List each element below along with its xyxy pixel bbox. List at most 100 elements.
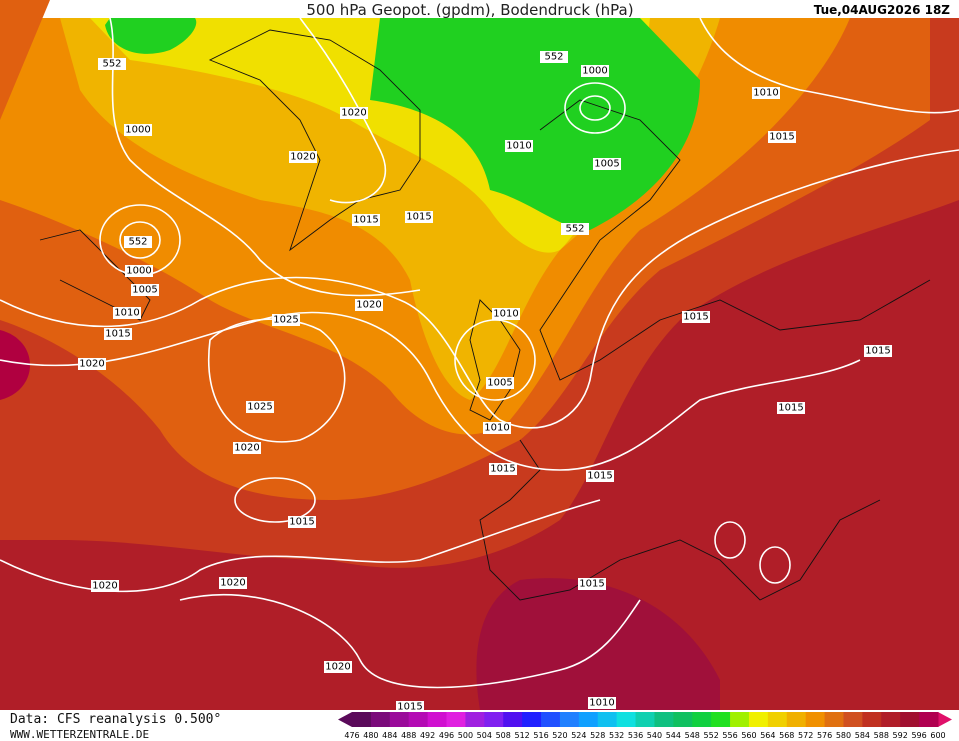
colorbar-cell xyxy=(616,712,637,727)
colorbar-label: 592 xyxy=(893,731,908,740)
colorbar-cell xyxy=(427,712,448,727)
label-box xyxy=(489,463,517,475)
colorbar-cell xyxy=(503,712,523,727)
colorbar-cell xyxy=(900,712,920,727)
isobar-label: 552 xyxy=(102,59,121,70)
colorbar-cell xyxy=(465,712,485,727)
colorbar-cell xyxy=(805,712,826,727)
colorbar-cell xyxy=(692,712,712,727)
colorbar-cell xyxy=(522,712,542,727)
map-title: 500 hPa Geopot. (gpdm), Bodendruck (hPa) xyxy=(306,1,633,19)
label-box xyxy=(289,151,317,163)
label-box xyxy=(355,299,383,311)
colorbar-cell xyxy=(711,712,731,727)
colorbar-label: 544 xyxy=(666,731,681,740)
colorbar-cell xyxy=(578,712,599,727)
label-box xyxy=(125,265,153,277)
colorbar-cell xyxy=(862,712,882,727)
isobar-label: 1015 xyxy=(587,471,612,482)
isobar-label: 1010 xyxy=(114,308,139,319)
isobar-label: 1010 xyxy=(753,88,778,99)
colorbar-label: 540 xyxy=(647,731,662,740)
isobars xyxy=(0,17,959,689)
isobar-label: 1015 xyxy=(769,132,794,143)
colorbar-label: 488 xyxy=(401,731,416,740)
colorbar-label: 556 xyxy=(722,731,737,740)
colorbar-label: 508 xyxy=(496,731,511,740)
map-field xyxy=(0,0,959,710)
label-box xyxy=(272,314,300,326)
colorbar-label: 576 xyxy=(817,731,832,740)
label-box xyxy=(492,308,520,320)
colorbar-label: 568 xyxy=(779,731,794,740)
colorbar: 476 480 484 488 492 496 500 504 508 512 516 520 524 5… xyxy=(338,712,952,740)
isobar-label: 1015 xyxy=(105,329,130,340)
colorbar-cell xyxy=(541,712,561,727)
colorbar-label: 528 xyxy=(590,731,605,740)
isobar-label: 552 xyxy=(128,237,147,248)
label-box xyxy=(352,214,380,226)
isobar-label: 1020 xyxy=(92,581,117,592)
label-box xyxy=(124,124,152,136)
colorbar-label: 548 xyxy=(685,731,700,740)
label-box xyxy=(586,470,614,482)
label-box xyxy=(98,58,126,70)
colorbar-label: 564 xyxy=(760,731,775,740)
label-box xyxy=(246,401,274,413)
colorbar-cell xyxy=(484,712,504,727)
label-box xyxy=(588,697,616,709)
label-box xyxy=(561,223,589,235)
colorbar-arrow-right xyxy=(938,712,952,727)
colorbar-arrow-left xyxy=(338,712,352,727)
colorbar-cell xyxy=(767,712,788,727)
data-source: Data: CFS reanalysis 0.500° xyxy=(10,712,221,727)
label-box xyxy=(233,442,261,454)
colorbar-label: 504 xyxy=(477,731,492,740)
label-box xyxy=(581,65,609,77)
colorbar-cell xyxy=(786,712,807,727)
colorbar-cell xyxy=(559,712,580,727)
colorbar-cell xyxy=(673,712,693,727)
colorbar-label: 516 xyxy=(533,731,548,740)
isobar-label: 1020 xyxy=(79,359,104,370)
isobar-label: 1005 xyxy=(594,159,619,170)
colorbar-cell xyxy=(881,712,901,727)
isobar-label: 552 xyxy=(565,224,584,235)
colorbar-cell xyxy=(408,712,429,727)
label-box xyxy=(578,578,606,590)
label-box xyxy=(104,328,132,340)
isobar-label: 1015 xyxy=(406,212,431,223)
colorbar-cell xyxy=(919,712,939,727)
isobar-label: 552 xyxy=(544,52,563,63)
colorbar-cell xyxy=(635,712,655,727)
isobar-label: 1000 xyxy=(582,66,607,77)
colorbar-cell xyxy=(446,712,466,727)
label-box xyxy=(752,87,780,99)
colorbar-cell xyxy=(730,712,750,727)
label-box xyxy=(505,140,533,152)
label-box xyxy=(78,358,106,370)
colorbar-label: 492 xyxy=(420,731,435,740)
label-box xyxy=(131,284,159,296)
isobar-label: 1015 xyxy=(579,579,604,590)
isobar-label: 1015 xyxy=(397,702,422,713)
map-date: Tue,04AUG2026 18Z xyxy=(814,3,951,17)
isobar-label: 1020 xyxy=(290,152,315,163)
website: WWW.WETTERZENTRALE.DE xyxy=(10,728,149,741)
colorbar-cell xyxy=(843,712,863,727)
colorbar-label: 532 xyxy=(609,731,624,740)
label-box xyxy=(396,701,424,713)
colorbar-label: 484 xyxy=(382,731,397,740)
isobar-label: 1000 xyxy=(126,266,151,277)
isobar-label: 1010 xyxy=(589,698,614,709)
label-box xyxy=(593,158,621,170)
colorbar-label: 536 xyxy=(628,731,643,740)
label-box xyxy=(864,345,892,357)
colorbar-cell xyxy=(352,712,372,727)
isobar-label: 1015 xyxy=(289,517,314,528)
isobar-label: 1020 xyxy=(220,578,245,589)
label-box xyxy=(340,107,368,119)
isobar-label: 1020 xyxy=(325,662,350,673)
isobar-label: 1000 xyxy=(125,125,150,136)
